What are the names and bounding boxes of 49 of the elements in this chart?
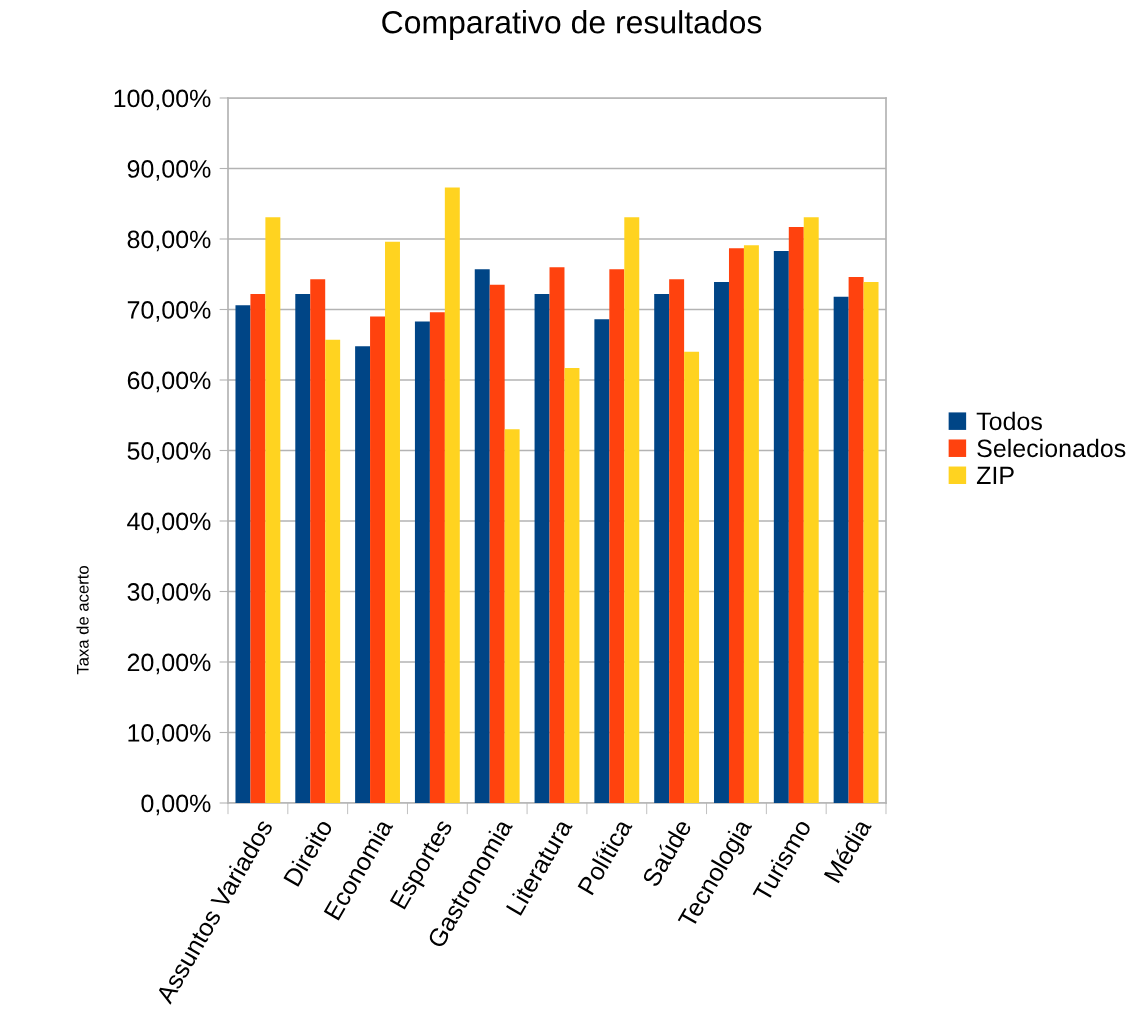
bar xyxy=(833,296,849,803)
bar xyxy=(803,217,819,803)
y-tick-label: 30,00% xyxy=(127,583,211,604)
y-tick-label: 50,00% xyxy=(127,442,211,463)
bar xyxy=(489,284,505,803)
bar xyxy=(235,305,251,803)
bar xyxy=(504,429,520,803)
bar xyxy=(325,339,341,803)
bar xyxy=(863,282,879,803)
y-tick-label: 10,00% xyxy=(128,724,211,745)
y-tick-label: 70,00% xyxy=(127,301,211,322)
bar xyxy=(669,279,685,803)
bar xyxy=(534,293,550,803)
y-tick-label: 60,00% xyxy=(127,371,211,393)
bar xyxy=(594,319,610,803)
bar xyxy=(429,312,445,803)
bar xyxy=(684,351,700,803)
bar xyxy=(714,282,729,803)
bar xyxy=(370,316,386,803)
bar xyxy=(295,293,311,803)
bar xyxy=(250,293,266,803)
y-tick-label: 100,00% xyxy=(114,89,211,111)
bar xyxy=(474,269,490,803)
bar xyxy=(355,346,371,803)
bar xyxy=(624,217,640,803)
y-axis-title: Taxa de acerto xyxy=(76,566,89,675)
bar xyxy=(385,241,400,803)
y-tick-label: 80,00% xyxy=(127,230,211,252)
chart-title: Comparativo de resultados xyxy=(382,10,762,40)
y-tick-label: 20,00% xyxy=(127,653,211,675)
y-tick-label: 90,00% xyxy=(127,160,211,181)
bar xyxy=(654,293,670,803)
y-tick-label: 0,00% xyxy=(141,794,211,816)
legend-label: Todos xyxy=(976,411,1042,431)
bar xyxy=(564,368,580,803)
legend-label: ZIP xyxy=(976,466,1014,485)
bar xyxy=(609,269,625,803)
legend-label: Selecionados xyxy=(977,438,1126,458)
bar xyxy=(848,277,864,803)
bar xyxy=(549,267,565,803)
bar xyxy=(414,321,430,803)
y-tick-label: 40,00% xyxy=(127,512,211,534)
bar xyxy=(743,245,759,803)
bar xyxy=(444,187,460,803)
bar xyxy=(728,248,744,803)
bar xyxy=(788,227,804,803)
bar xyxy=(265,217,281,803)
bar xyxy=(310,279,326,803)
bar xyxy=(773,250,789,803)
